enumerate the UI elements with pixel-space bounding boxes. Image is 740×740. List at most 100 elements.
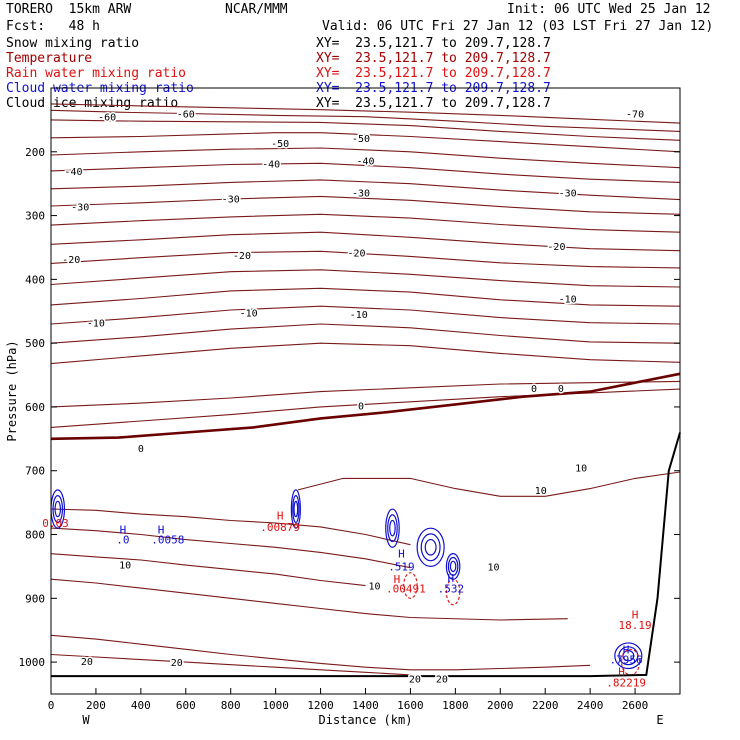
legend-rain-label: Rain water mixing ratio: [6, 66, 187, 81]
contour-label-32: 20: [436, 675, 448, 686]
temperature-contour-17: [50, 388, 681, 428]
contour-label-22: 0: [531, 384, 537, 395]
cloud-water-cell-0-ring-1: [387, 514, 398, 543]
terrain-line: [51, 432, 681, 678]
x-tick-label-2: 400: [131, 699, 151, 712]
contour-label-20: 0: [138, 444, 144, 455]
cloud-water-contours: [50, 489, 643, 670]
x-tick-label-10: 2000: [487, 699, 514, 712]
y-tick-label-6: 800: [25, 529, 45, 542]
contour-label-1: -60: [98, 113, 116, 124]
temperature-contour-21: [50, 578, 568, 621]
contour-label-24: 10: [119, 561, 131, 572]
legend-cloud-ice-label: Cloud ice mixing ratio: [6, 96, 179, 111]
contour-label-15: -20: [547, 242, 565, 253]
annotation-13: H: [632, 608, 639, 621]
valid-time: Valid: 06 UTC Fri 27 Jan 12 (03 LST Fri …: [322, 19, 714, 34]
x-tick-label-13: 2600: [622, 699, 649, 712]
terrain-surface: [51, 432, 681, 678]
annotation-14: 18.19: [619, 619, 652, 632]
temperature-contour-1: [50, 109, 681, 132]
cloud-water-cell-0-ring-2: [389, 519, 396, 537]
annotation-10: .00491: [386, 583, 426, 596]
x-tick-label-4: 800: [221, 699, 241, 712]
y-tick-label-1: 300: [25, 210, 45, 223]
freezing-level: [50, 372, 681, 441]
legend-temperature-xy: XY= 23.5,121.7 to 209.7,128.7: [316, 51, 551, 66]
annotation-16: .7956: [610, 654, 643, 667]
contour-label-0: -70: [626, 110, 644, 121]
freezing-level-line: [50, 372, 681, 441]
annotation-9: H: [394, 573, 401, 586]
center-title: NCAR/MMM: [225, 2, 288, 17]
temperature-contour-19: [50, 527, 411, 569]
x-tick-label-8: 1600: [397, 699, 424, 712]
temperature-contour-8: [50, 213, 681, 233]
x-tick-label-7: 1400: [352, 699, 379, 712]
y-tick-label-5: 700: [25, 465, 45, 478]
contour-label-12: -20: [62, 255, 80, 266]
x-axis-west-label: W: [82, 713, 90, 727]
annotations: H.0H.0058H.008790.03H.519H.00491H.532H18…: [42, 509, 651, 689]
cloud-water-cell-3-ring-0: [614, 642, 643, 670]
legend-cloud-water-label: Cloud water mixing ratio: [6, 81, 194, 96]
annotation-11: H: [448, 572, 455, 585]
annotation-2: H: [158, 523, 165, 536]
cloud-water-cell-3-ring-1: [618, 646, 639, 666]
x-axis-east-label: E: [656, 713, 663, 727]
contour-label-31: 20: [409, 675, 421, 686]
legend-rain-xy: XY= 23.5,121.7 to 209.7,128.7: [316, 66, 551, 81]
contour-label-9: -30: [222, 194, 240, 205]
contour-label-5: -40: [64, 167, 82, 178]
y-tick-label-4: 600: [25, 401, 45, 414]
temperature-contour-9: [50, 231, 681, 252]
contour-label-16: -10: [87, 319, 105, 330]
init-time: Init: 06 UTC Wed 25 Jan 12: [507, 2, 711, 17]
y-axis-label: Pressure (hPa): [5, 340, 19, 441]
annotation-7: H: [398, 548, 405, 561]
contour-label-14: -20: [347, 249, 365, 260]
contour-label-10: -30: [352, 189, 370, 200]
temperature-contour-7: [50, 195, 681, 215]
temperature-contour-0: [50, 103, 681, 124]
cloud-water-cell-4-ring-2: [293, 500, 299, 518]
contour-labels: -70 -60 -60 -50 -50 -40 -40 -40 -30 -30 -30 -30 -20 -…: [61, 108, 646, 687]
annotation-12: .532: [438, 583, 465, 596]
x-tick-label-0: 0: [48, 699, 55, 712]
contour-label-18: -10: [350, 310, 368, 321]
annotation-18: .82219: [606, 677, 646, 690]
temperature-contour-18: [50, 508, 411, 546]
x-axis-label: Distance (km): [319, 713, 413, 727]
rain-cell-0: [403, 572, 418, 599]
legend-snow-xy: XY= 23.5,121.7 to 209.7,128.7: [316, 36, 551, 51]
temperature-contour-20: [50, 553, 366, 587]
annotation-6: 0.03: [42, 517, 69, 530]
x-tick-label-9: 1800: [442, 699, 469, 712]
contour-label-25: 10: [368, 582, 380, 593]
temperature-contour-13: [50, 305, 681, 325]
annotation-3: .0058: [151, 534, 184, 547]
contour-label-23: 0: [558, 384, 564, 395]
cloud-water-cell-1-ring-1: [420, 533, 441, 562]
y-tick-label-3: 500: [25, 337, 45, 350]
temperature-contour-16: [50, 380, 681, 408]
model-title: TORERO 15km ARW: [6, 2, 132, 17]
contour-label-17: -10: [240, 309, 258, 320]
contour-label-7: -40: [356, 157, 374, 168]
axes: 0 200 400 600 800 1000 1200 1400 1600 1800 2000 220…: [5, 146, 680, 727]
legend-cloud-ice-xy: XY= 23.5,121.7 to 209.7,128.7: [316, 96, 551, 111]
contour-label-8: -30: [71, 203, 89, 214]
y-tick-label-7: 900: [25, 592, 45, 605]
x-tick-label-1: 200: [86, 699, 106, 712]
cloud-water-cell-4-ring-1: [292, 495, 300, 524]
contour-label-21: 0: [358, 402, 364, 413]
contour-label-19: -10: [559, 295, 577, 306]
annotation-5: .00879: [260, 521, 300, 534]
y-tick-label-0: 200: [25, 146, 45, 159]
annotation-15: H: [623, 643, 630, 656]
temperature-contour-5: [50, 162, 681, 183]
contour-label-26: 10: [488, 562, 500, 573]
temperature-contour-2: [50, 119, 681, 141]
x-tick-label-6: 1200: [307, 699, 334, 712]
